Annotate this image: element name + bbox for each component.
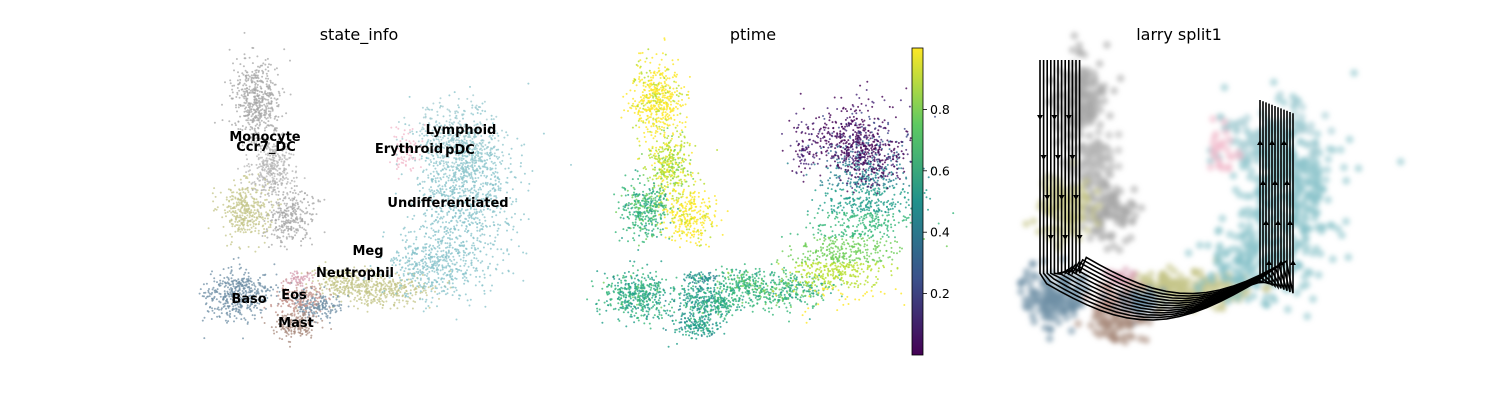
ptime-cells [653,308,728,345]
ptime-cells [638,118,719,212]
colorbar-ticks: 0.2 0.4 0.6 0.8 [923,102,950,301]
ptime-cells [699,263,773,301]
panel3-embedding [1016,31,1405,346]
cell-cluster-mast [260,308,333,348]
stream-arrow [1266,260,1272,265]
cluster-label-ccr7-dc: Ccr7_DC [236,140,296,155]
stream-arrow [1257,140,1263,145]
stream-arrow [1047,235,1054,240]
cell-cluster-undifferentiated [362,218,510,321]
colorbar-tick-label: 0.4 [930,225,950,240]
cell-cluster-neutrophil [207,173,282,253]
colorbar: 0.2 0.4 0.6 0.8 [911,47,950,356]
streamline [1060,60,1279,307]
stream-arrow [1055,155,1061,160]
streamline [1053,60,1273,312]
streamline [1042,60,1264,319]
cluster-label-monocyte: Monocyte [229,130,300,145]
cell-cluster-baso [198,256,293,340]
stream-arrow [1275,220,1281,225]
panel1-title: state_info [320,25,399,45]
panel2-embedding [586,37,955,348]
cell-cluster-ccr7-dc [237,97,306,205]
stream-arrow [1044,195,1051,200]
stream-arrow [1272,180,1278,185]
cell-cluster-monocyte [239,169,326,251]
cell-cluster-meg [280,270,319,287]
streamline [1050,60,1270,314]
stream-arrow [1287,220,1293,225]
stream-arrow [1290,260,1296,265]
ptime-cells [613,169,679,251]
colorbar-tick-label: 0.8 [930,102,950,117]
stream-arrow [1065,115,1072,120]
panel1-cells [198,31,572,348]
colorbar-tick-label: 0.2 [930,286,950,301]
stream-arrow [1069,155,1076,160]
panel3-streamlines [1037,60,1296,321]
ptime-cells [586,260,691,348]
streamline [1078,60,1294,295]
ptime-cells [772,208,893,317]
colorbar-tick-label: 0.6 [930,163,950,178]
panel3-title: larry split1 [1136,25,1222,44]
stream-arrow [1051,115,1058,120]
ptime-cells [683,271,718,285]
stream-arrow [1269,140,1275,145]
cluster-label-pdc: pDC [445,143,475,158]
ptime-cells [780,80,955,324]
stream-arrow [1040,155,1047,160]
ptime-cells [653,172,729,249]
streamline [1046,60,1267,317]
cluster-label-erythroid: Erythroid [375,142,443,157]
cluster-label-lymphoid: Lymphoid [426,123,497,138]
stream-arrow [1284,180,1290,185]
cell-cluster-pdc [419,112,512,200]
cluster-label-neutrophil: Neutrophil [316,266,394,281]
ptime-cells [812,125,919,195]
streamline [1039,60,1261,321]
streamline [1064,60,1282,305]
cell-cluster-monocyte [213,31,292,166]
cluster-label-baso: Baso [231,292,266,307]
colorbar-gradient [911,47,924,356]
cluster-label-meg: Meg [352,244,383,259]
streamline [1075,60,1291,297]
stream-arrow [1263,220,1269,225]
cluster-label-mast: Mast [278,316,314,331]
stream-arrow [1073,195,1079,200]
cluster-label-eos: Eos [281,288,307,303]
panel2-title: ptime [730,25,776,44]
stream-arrow [1058,195,1065,200]
stream-arrow [1037,115,1043,120]
stream-arrow [1281,140,1287,145]
streamline [1057,60,1276,309]
ptime-cells [620,37,691,167]
cell-cluster-lymphoid [395,94,505,183]
stream-arrow [1260,180,1266,185]
cell-cluster-erythroid [389,123,436,180]
streamline [1068,60,1285,302]
stream-arrow [1076,235,1083,240]
stream-arrow [1062,235,1069,240]
cell-cluster-neutrophil [300,261,378,301]
ptime-cells [781,112,824,183]
panel2-cells [586,37,955,348]
cluster-label-undifferentiated: Undifferentiated [387,196,508,211]
streamline [1071,60,1288,300]
